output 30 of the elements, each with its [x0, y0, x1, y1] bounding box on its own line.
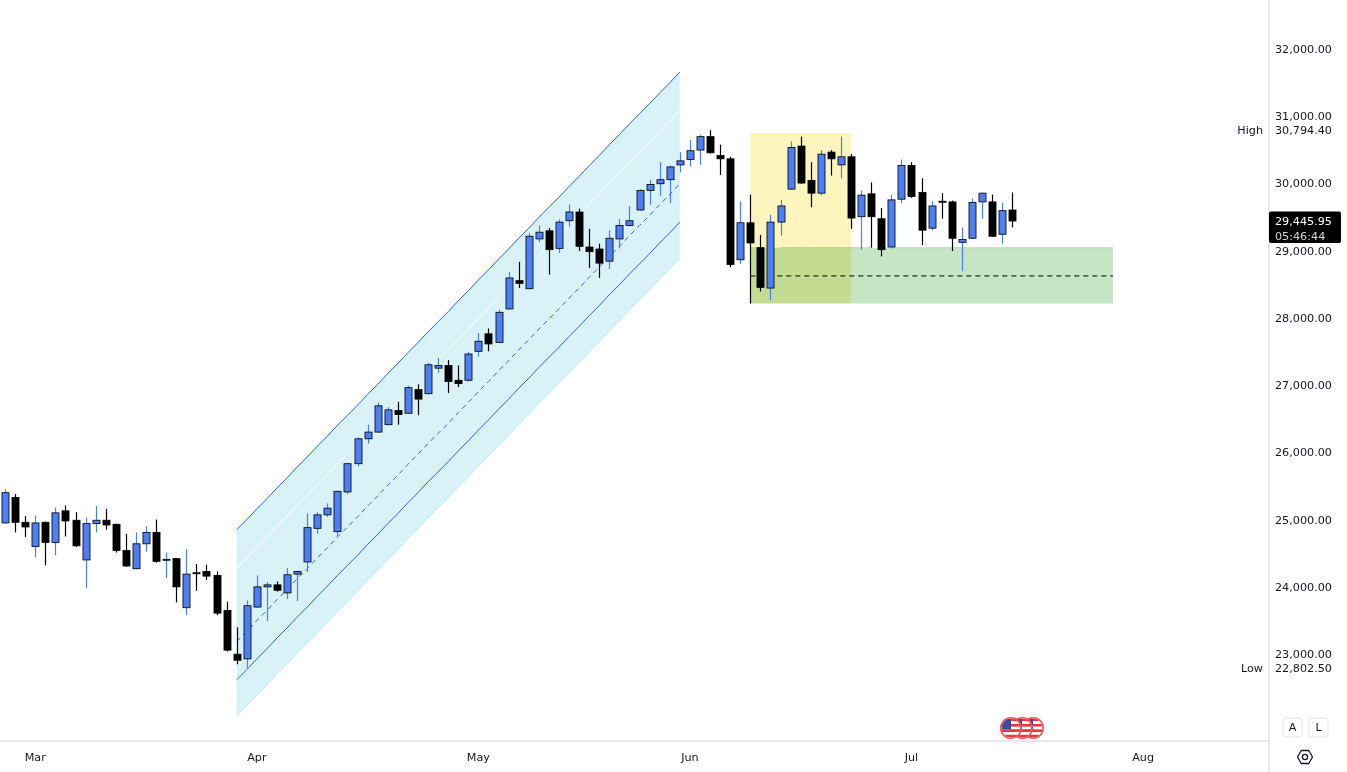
candlestick — [676, 151, 685, 173]
line-series — [236, 183, 681, 642]
x-tick-label: Apr — [247, 750, 267, 764]
line-series — [236, 71, 681, 531]
y-tick-label: 25,000.00 — [1275, 513, 1332, 527]
y-tick-label: 26,000.00 — [1275, 446, 1332, 460]
x-tick-label: Jun — [680, 750, 699, 764]
x-tick-label: Jul — [903, 750, 919, 764]
y-tick-label: 23,000.00 — [1275, 648, 1332, 662]
x-tick-label: May — [466, 750, 491, 764]
y-tick-label: 31,000.00 — [1275, 109, 1332, 123]
toggle-button: A — [1282, 717, 1303, 738]
y-tick-label: 30,000.00 — [1275, 177, 1332, 191]
y-tick-label: 22,802.50 — [1275, 661, 1332, 675]
y-tick-label: 29,445.95 — [1275, 214, 1332, 228]
y-tick-label: 24,000.00 — [1275, 581, 1332, 595]
line-series — [236, 221, 681, 681]
annotation: Low — [1240, 661, 1263, 675]
y-tick-label: 27,000.00 — [1275, 379, 1332, 393]
y-tick-label: 30,794.40 — [1275, 123, 1332, 137]
candlestick — [777, 199, 786, 237]
y-tick-label: 28,000.00 — [1275, 311, 1332, 325]
y-tick-label: 29,000.00 — [1275, 244, 1332, 258]
text: 05:46:44 — [1275, 229, 1326, 243]
x-tick-label: Aug — [1132, 750, 1155, 764]
annotation: High — [1237, 123, 1263, 137]
x-tick-label: Mar — [24, 750, 47, 764]
candlestick — [958, 226, 967, 272]
y-tick-label: 32,000.00 — [1275, 42, 1332, 56]
toggle-button: L — [1308, 717, 1329, 738]
